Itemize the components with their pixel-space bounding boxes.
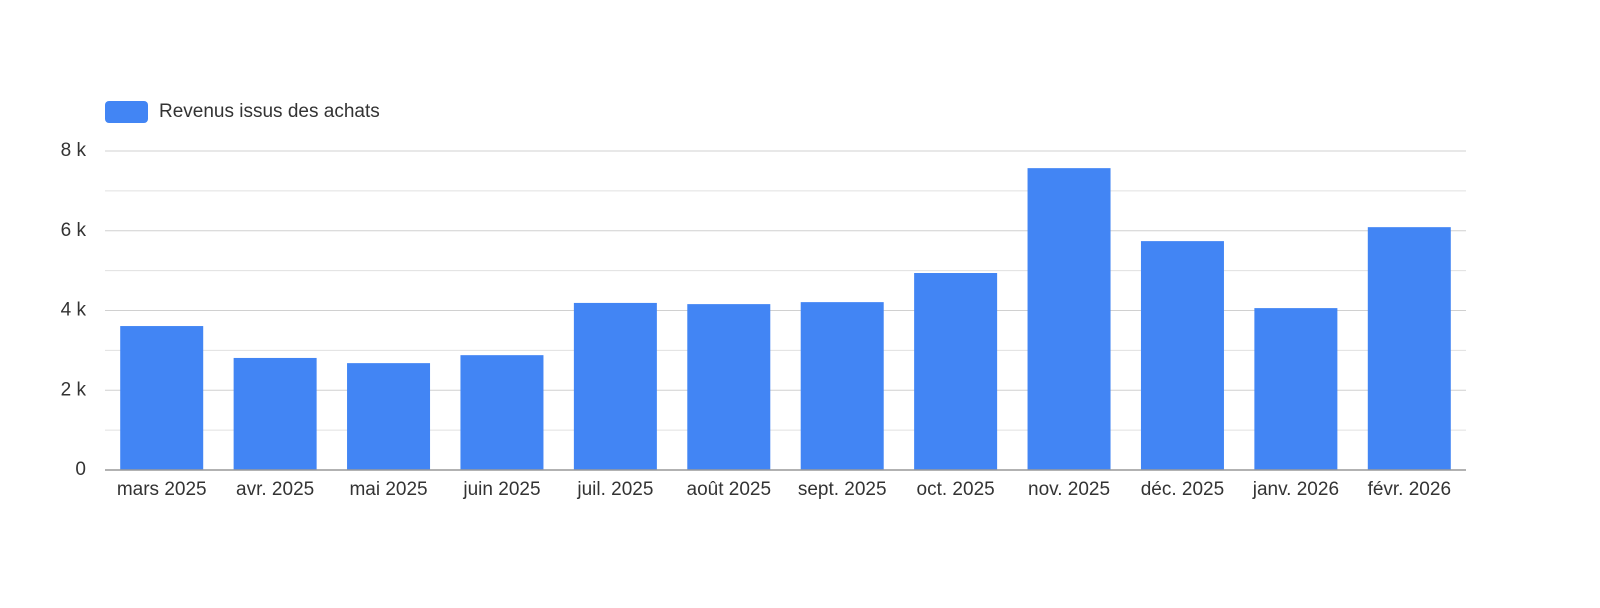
bar bbox=[1254, 308, 1338, 470]
x-tick-label: sept. 2025 bbox=[798, 479, 887, 500]
x-tick-label: avr. 2025 bbox=[236, 479, 314, 500]
bar bbox=[460, 355, 544, 470]
x-tick-label: juil. 2025 bbox=[576, 479, 653, 500]
x-tick-label: août 2025 bbox=[687, 479, 772, 500]
legend-swatch bbox=[105, 101, 148, 123]
x-tick-label: févr. 2026 bbox=[1368, 479, 1451, 500]
bar bbox=[800, 302, 884, 470]
bar bbox=[1367, 227, 1451, 470]
bar bbox=[120, 326, 204, 470]
x-tick-label: juin 2025 bbox=[462, 479, 540, 500]
y-tick-label: 6 k bbox=[61, 220, 87, 241]
bar bbox=[233, 357, 317, 470]
x-tick-label: mars 2025 bbox=[117, 479, 207, 500]
bar bbox=[573, 302, 657, 470]
x-tick-label: mai 2025 bbox=[349, 479, 427, 500]
bar bbox=[1027, 168, 1111, 471]
x-tick-label: déc. 2025 bbox=[1141, 479, 1224, 500]
y-tick-label: 8 k bbox=[61, 140, 87, 161]
y-tick-label: 0 bbox=[75, 459, 86, 480]
bar bbox=[687, 304, 771, 470]
legend-label: Revenus issus des achats bbox=[159, 101, 380, 122]
y-tick-label: 4 k bbox=[61, 300, 87, 321]
bar bbox=[347, 363, 431, 470]
bar bbox=[914, 273, 998, 470]
y-tick-label: 2 k bbox=[61, 379, 87, 400]
bar bbox=[1140, 241, 1224, 470]
x-tick-label: janv. 2026 bbox=[1252, 479, 1339, 500]
x-tick-label: oct. 2025 bbox=[917, 479, 995, 500]
x-tick-label: nov. 2025 bbox=[1028, 479, 1110, 500]
